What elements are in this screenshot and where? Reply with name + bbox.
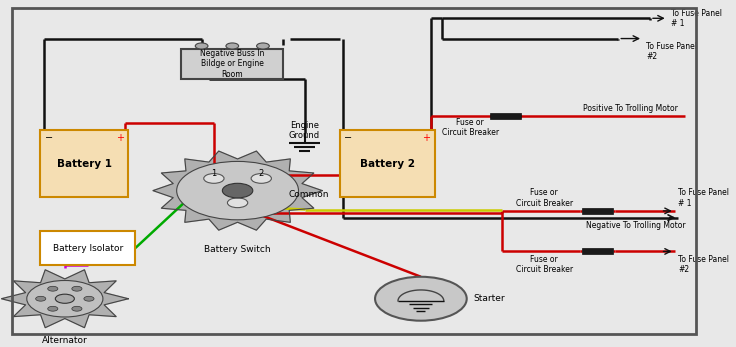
Circle shape [55, 294, 74, 303]
Text: Negative To Trolling Motor: Negative To Trolling Motor [586, 221, 685, 230]
Circle shape [48, 286, 58, 291]
Circle shape [227, 198, 248, 208]
Circle shape [72, 306, 82, 311]
Circle shape [251, 174, 272, 183]
Polygon shape [1, 270, 128, 328]
Text: Engine
Ground: Engine Ground [289, 120, 320, 140]
Text: Starter: Starter [474, 294, 506, 303]
Text: −: − [45, 133, 53, 143]
Text: 2: 2 [258, 169, 264, 178]
Text: Fuse or
Circuit Breaker: Fuse or Circuit Breaker [442, 118, 499, 137]
Text: To Fuse Panel
# 1: To Fuse Panel # 1 [671, 9, 722, 28]
Circle shape [177, 161, 299, 220]
FancyBboxPatch shape [40, 231, 135, 265]
Text: +: + [116, 133, 124, 143]
Circle shape [195, 43, 208, 49]
Text: Fuse or
Circuit Breaker: Fuse or Circuit Breaker [516, 188, 573, 208]
Text: Battery 2: Battery 2 [360, 159, 415, 169]
Text: Fuse or
Circuit Breaker: Fuse or Circuit Breaker [516, 255, 573, 274]
Circle shape [48, 306, 58, 311]
Text: Alternator: Alternator [42, 336, 88, 345]
Text: Battery Isolator: Battery Isolator [53, 244, 123, 253]
FancyBboxPatch shape [490, 113, 521, 119]
Text: To Fuse Panel
# 1: To Fuse Panel # 1 [679, 188, 729, 208]
Circle shape [375, 277, 467, 321]
FancyBboxPatch shape [581, 208, 612, 214]
Circle shape [26, 280, 103, 317]
Circle shape [257, 43, 269, 49]
Text: Battery 1: Battery 1 [57, 159, 112, 169]
Circle shape [222, 183, 252, 198]
FancyBboxPatch shape [181, 49, 283, 79]
Text: 1: 1 [211, 169, 216, 178]
Text: To Fuse Panel
#2: To Fuse Panel #2 [646, 42, 698, 61]
Circle shape [204, 174, 224, 183]
Circle shape [226, 43, 238, 49]
Polygon shape [153, 151, 322, 230]
Circle shape [84, 296, 94, 301]
Text: Positive To Trolling Motor: Positive To Trolling Motor [584, 104, 679, 113]
Text: +: + [422, 133, 431, 143]
Circle shape [35, 296, 46, 301]
FancyBboxPatch shape [40, 130, 128, 197]
Text: Negative Buss In
Bildge or Engine
Room: Negative Buss In Bildge or Engine Room [200, 49, 264, 79]
Text: To Fuse Panel
#2: To Fuse Panel #2 [679, 255, 729, 274]
FancyBboxPatch shape [340, 130, 435, 197]
Text: −: − [344, 133, 353, 143]
FancyBboxPatch shape [581, 248, 612, 254]
Text: Common: Common [289, 190, 329, 199]
Text: Battery Switch: Battery Switch [205, 245, 271, 254]
Circle shape [72, 286, 82, 291]
